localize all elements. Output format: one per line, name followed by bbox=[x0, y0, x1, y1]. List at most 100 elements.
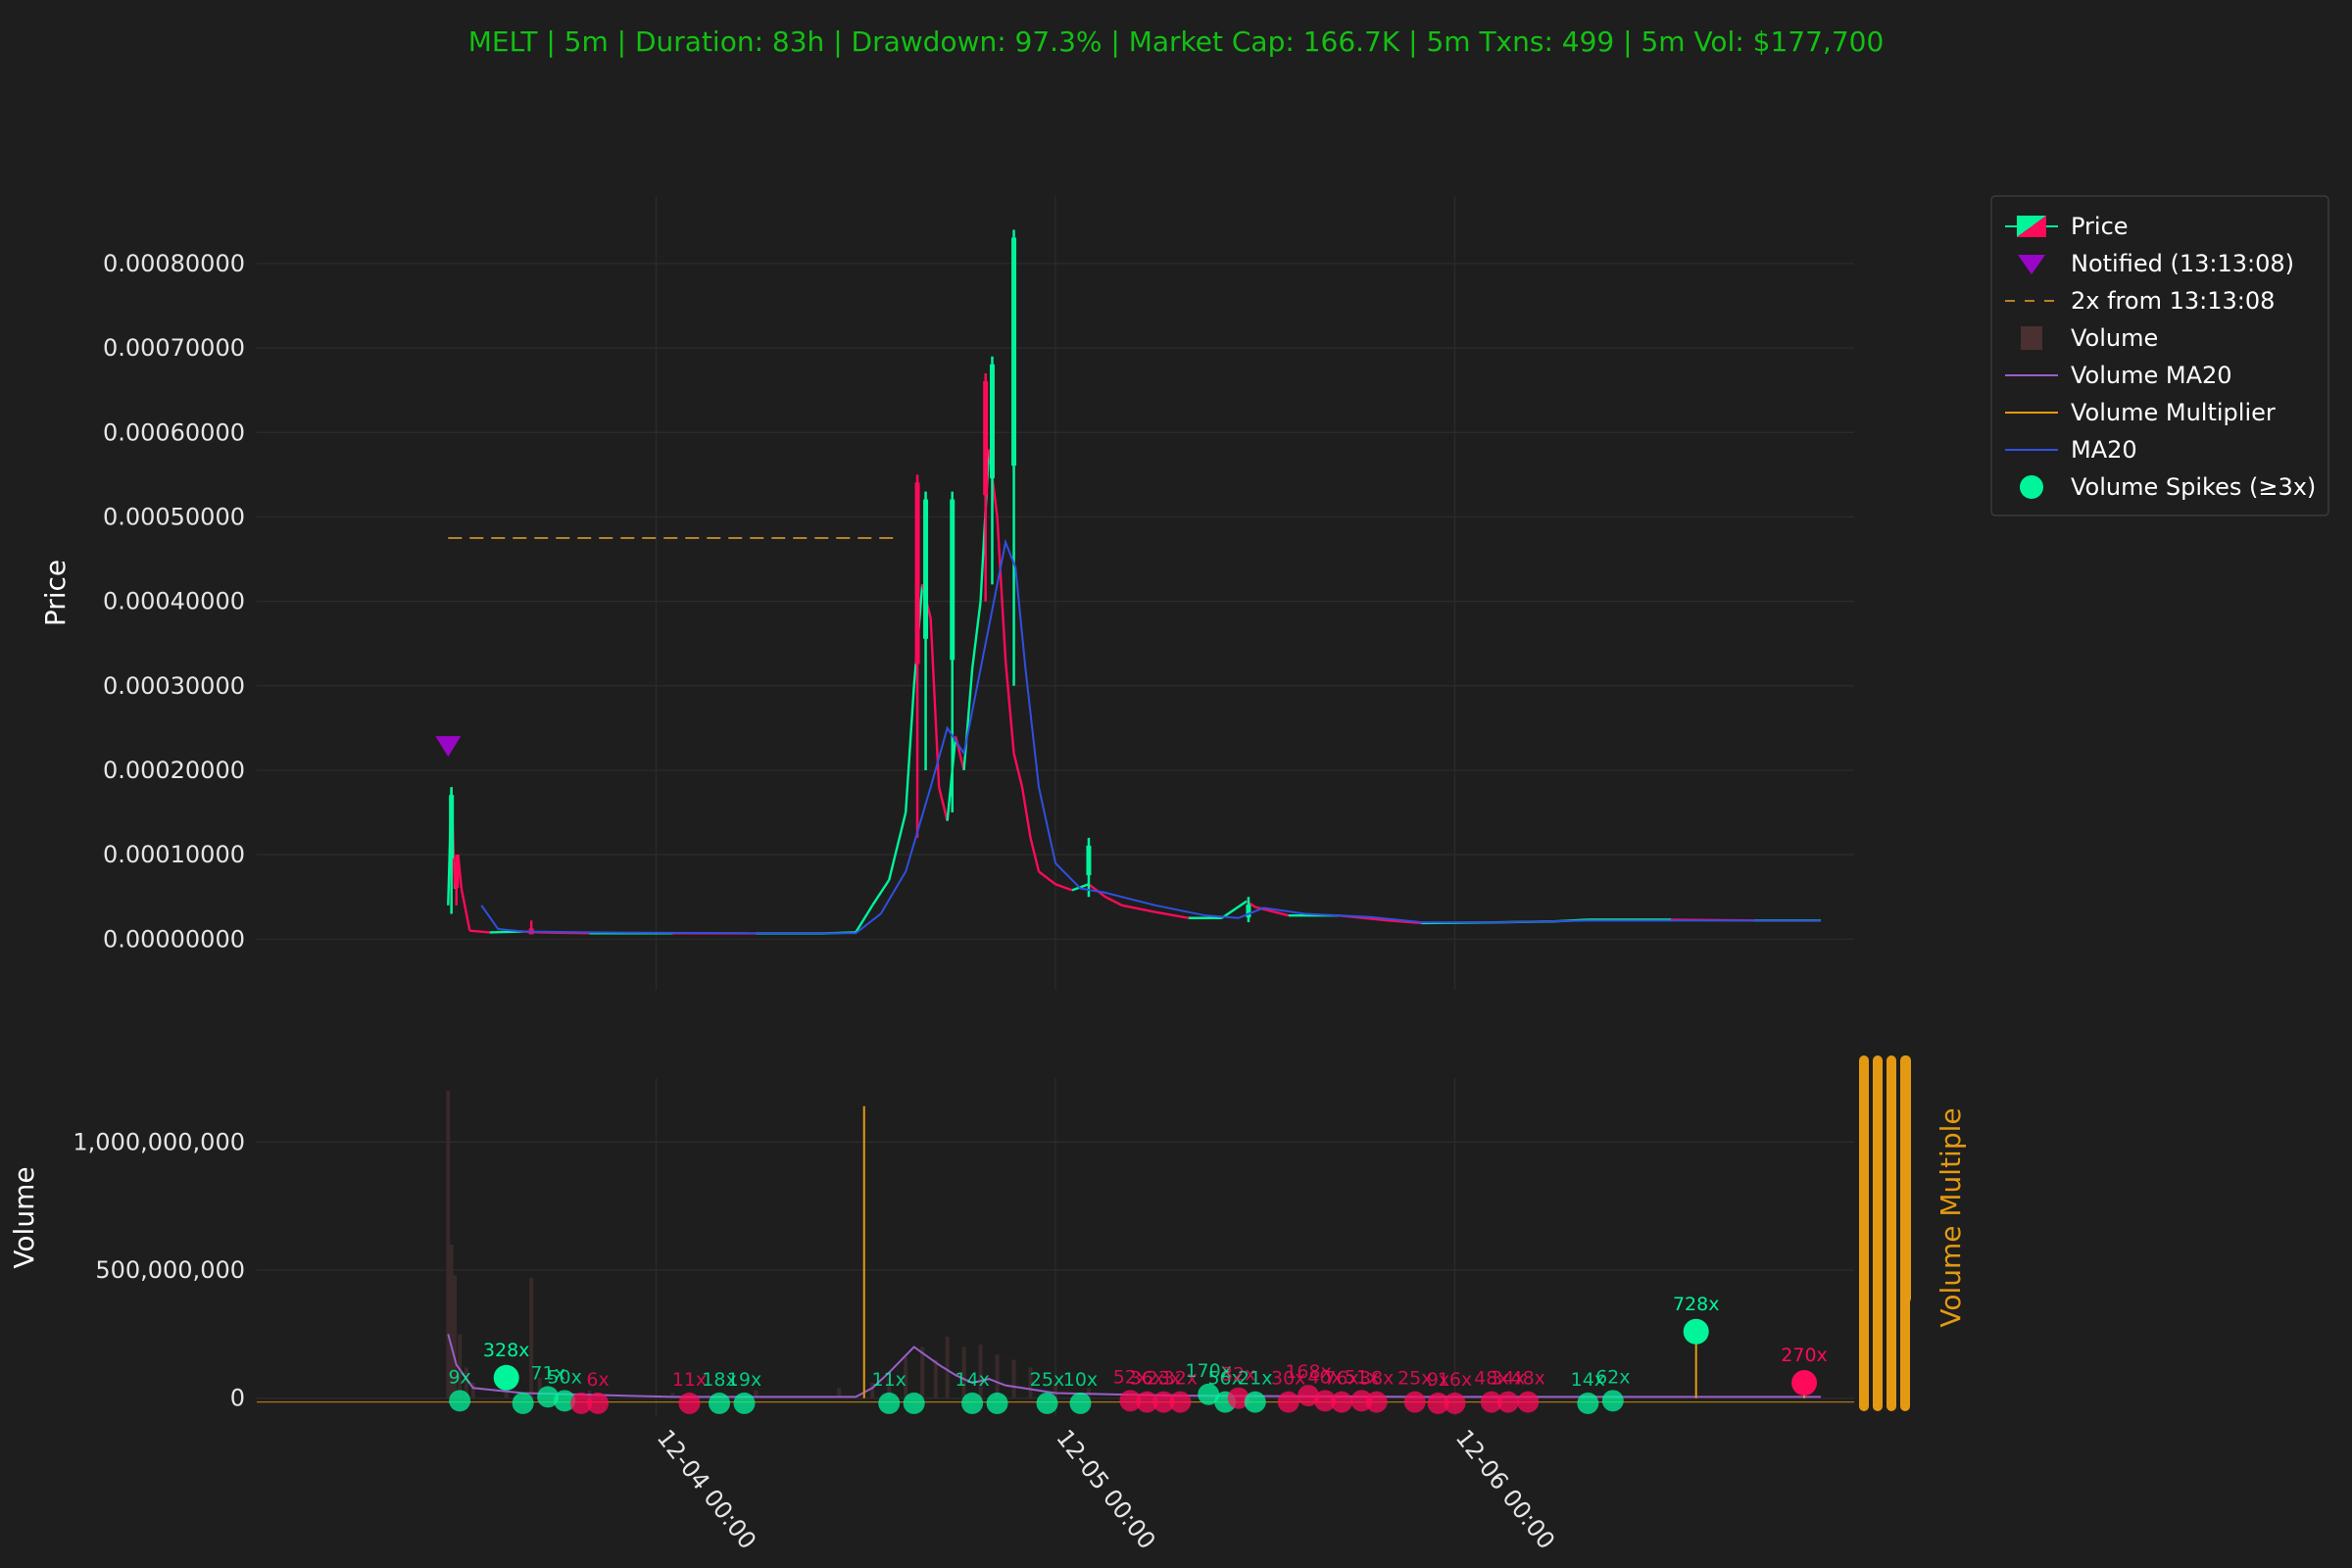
volume-bar bbox=[446, 1091, 451, 1398]
volume-bar bbox=[904, 1356, 908, 1398]
legend-label: Volume bbox=[2071, 324, 2158, 352]
legend-label: Volume MA20 bbox=[2071, 362, 2232, 389]
chart-title: MELT | 5m | Duration: 83h | Drawdown: 97… bbox=[468, 25, 1885, 58]
price-segment bbox=[1004, 660, 1015, 754]
volume-spike-label: 52x bbox=[1113, 1366, 1148, 1388]
price-segment bbox=[937, 786, 949, 821]
volume-spike-marker bbox=[554, 1390, 576, 1412]
volume-spike-marker bbox=[1152, 1391, 1175, 1413]
volume-spike-label: 40x bbox=[1307, 1366, 1342, 1388]
volume-spike-label: 38x bbox=[1359, 1368, 1394, 1390]
volume-bar bbox=[933, 1359, 938, 1398]
volume-spike-marker bbox=[1227, 1387, 1250, 1409]
price-segment bbox=[1154, 910, 1190, 919]
volume-bar bbox=[537, 1377, 542, 1398]
volume-spike-label: 728x bbox=[1673, 1294, 1720, 1315]
price-segment bbox=[469, 929, 490, 934]
price-segment bbox=[888, 811, 907, 881]
legend-swatch-volume bbox=[2021, 326, 2042, 350]
price-tick-label: 0.00020000 bbox=[103, 757, 245, 784]
volume-spike-label: 9x bbox=[448, 1366, 470, 1388]
legend-label: Price bbox=[2071, 213, 2129, 240]
price-tick-label: 0.00040000 bbox=[103, 588, 245, 615]
volume-spike-marker bbox=[1791, 1370, 1818, 1396]
volume-spike-marker bbox=[570, 1392, 593, 1414]
volume-spike-label: 30x bbox=[1271, 1368, 1305, 1390]
volume-spike-marker bbox=[537, 1386, 560, 1408]
volume-spike-marker bbox=[1198, 1383, 1220, 1405]
volume-spike-label: 11x bbox=[672, 1369, 707, 1391]
volume-spike-marker bbox=[1496, 1391, 1519, 1413]
volume-spike-label: 32x bbox=[1163, 1368, 1198, 1390]
legend-swatch-notified bbox=[2018, 255, 2045, 274]
volume-bar bbox=[670, 1393, 675, 1398]
volume-bar bbox=[470, 1383, 475, 1398]
volume-spike-label: 10x bbox=[1063, 1369, 1098, 1391]
legend-frame bbox=[1990, 195, 2329, 516]
volume-spike-marker bbox=[1314, 1390, 1337, 1412]
volume-spike-marker bbox=[1403, 1391, 1426, 1413]
candle-body bbox=[983, 380, 989, 496]
volume-spike-marker bbox=[1480, 1391, 1502, 1413]
legend: Price Notified (13:13:08) 2x from 13:13:08… bbox=[1990, 195, 2329, 516]
volume-bar bbox=[464, 1367, 468, 1398]
volume-spike-label: 48x bbox=[1510, 1368, 1544, 1390]
volume-spike-label: 71x bbox=[530, 1362, 564, 1384]
candle-body bbox=[1246, 905, 1251, 918]
volume-spike-marker bbox=[512, 1392, 534, 1414]
candle-body bbox=[950, 499, 956, 661]
ma20-line bbox=[480, 538, 1822, 935]
candle-body bbox=[454, 862, 460, 888]
volume-spike-marker bbox=[449, 1390, 471, 1412]
volume-spike-label: 170x bbox=[1185, 1360, 1232, 1382]
candle-body bbox=[989, 364, 995, 479]
volume-bar bbox=[458, 1334, 463, 1398]
volume-spike-marker bbox=[1244, 1391, 1266, 1413]
volume-bar bbox=[1028, 1367, 1033, 1398]
volume-spike-marker bbox=[1444, 1392, 1466, 1414]
volume-spike-marker bbox=[986, 1392, 1008, 1414]
legend-label: Volume Multiplier bbox=[2071, 399, 2276, 426]
volume-spike-marker bbox=[1331, 1391, 1353, 1413]
volume-spike-marker bbox=[1277, 1391, 1299, 1413]
volume-bar bbox=[978, 1344, 983, 1398]
price-segment bbox=[457, 855, 464, 889]
price-segment bbox=[1020, 786, 1032, 839]
price-segment bbox=[904, 685, 915, 813]
price-segment bbox=[1038, 870, 1056, 886]
price-segment bbox=[970, 601, 982, 669]
volume-spike-marker bbox=[1427, 1392, 1449, 1414]
price-axis-label: Price bbox=[39, 560, 72, 626]
price-segment bbox=[1121, 904, 1156, 913]
volume-spike-marker bbox=[709, 1392, 731, 1414]
volume-spike-label: 23x bbox=[1147, 1368, 1181, 1390]
candle-body bbox=[449, 795, 455, 858]
volume-bar bbox=[870, 1383, 875, 1398]
price-tick-label: 0.00010000 bbox=[103, 841, 245, 868]
volume-spike-marker bbox=[1119, 1390, 1142, 1412]
price-tick-label: 0.00050000 bbox=[103, 503, 245, 530]
price-tick-label: 0.00060000 bbox=[103, 418, 245, 446]
volume-spike-label: 50x bbox=[547, 1366, 581, 1388]
volume-spike-label: 62x bbox=[1595, 1366, 1630, 1388]
candle-body bbox=[914, 482, 920, 664]
price-segment bbox=[1054, 883, 1073, 892]
volume-spike-label: 6x bbox=[586, 1369, 609, 1391]
volume-spike-label: 34x bbox=[1491, 1368, 1525, 1390]
price-segment bbox=[855, 905, 874, 934]
notified-marker bbox=[435, 736, 462, 758]
volume-multiple-axis-label: Volume Multiple bbox=[1935, 1107, 1967, 1327]
legend-swatch-price bbox=[2017, 216, 2046, 237]
legend-label: MA20 bbox=[2071, 436, 2137, 464]
volume-spike-label: 16x bbox=[1438, 1369, 1472, 1391]
volume-spike-label: 168x bbox=[1285, 1361, 1332, 1383]
price-segment bbox=[1104, 896, 1123, 906]
volume-spike-marker bbox=[1517, 1391, 1540, 1413]
volume-bar bbox=[1054, 1383, 1057, 1398]
volume-spike-marker bbox=[903, 1392, 925, 1414]
price-segment bbox=[1388, 919, 1422, 925]
legend-swatch-spikes bbox=[2020, 475, 2043, 499]
volume-spike-label: 25x bbox=[1397, 1368, 1432, 1390]
price-tick-label: 0.00030000 bbox=[103, 672, 245, 700]
